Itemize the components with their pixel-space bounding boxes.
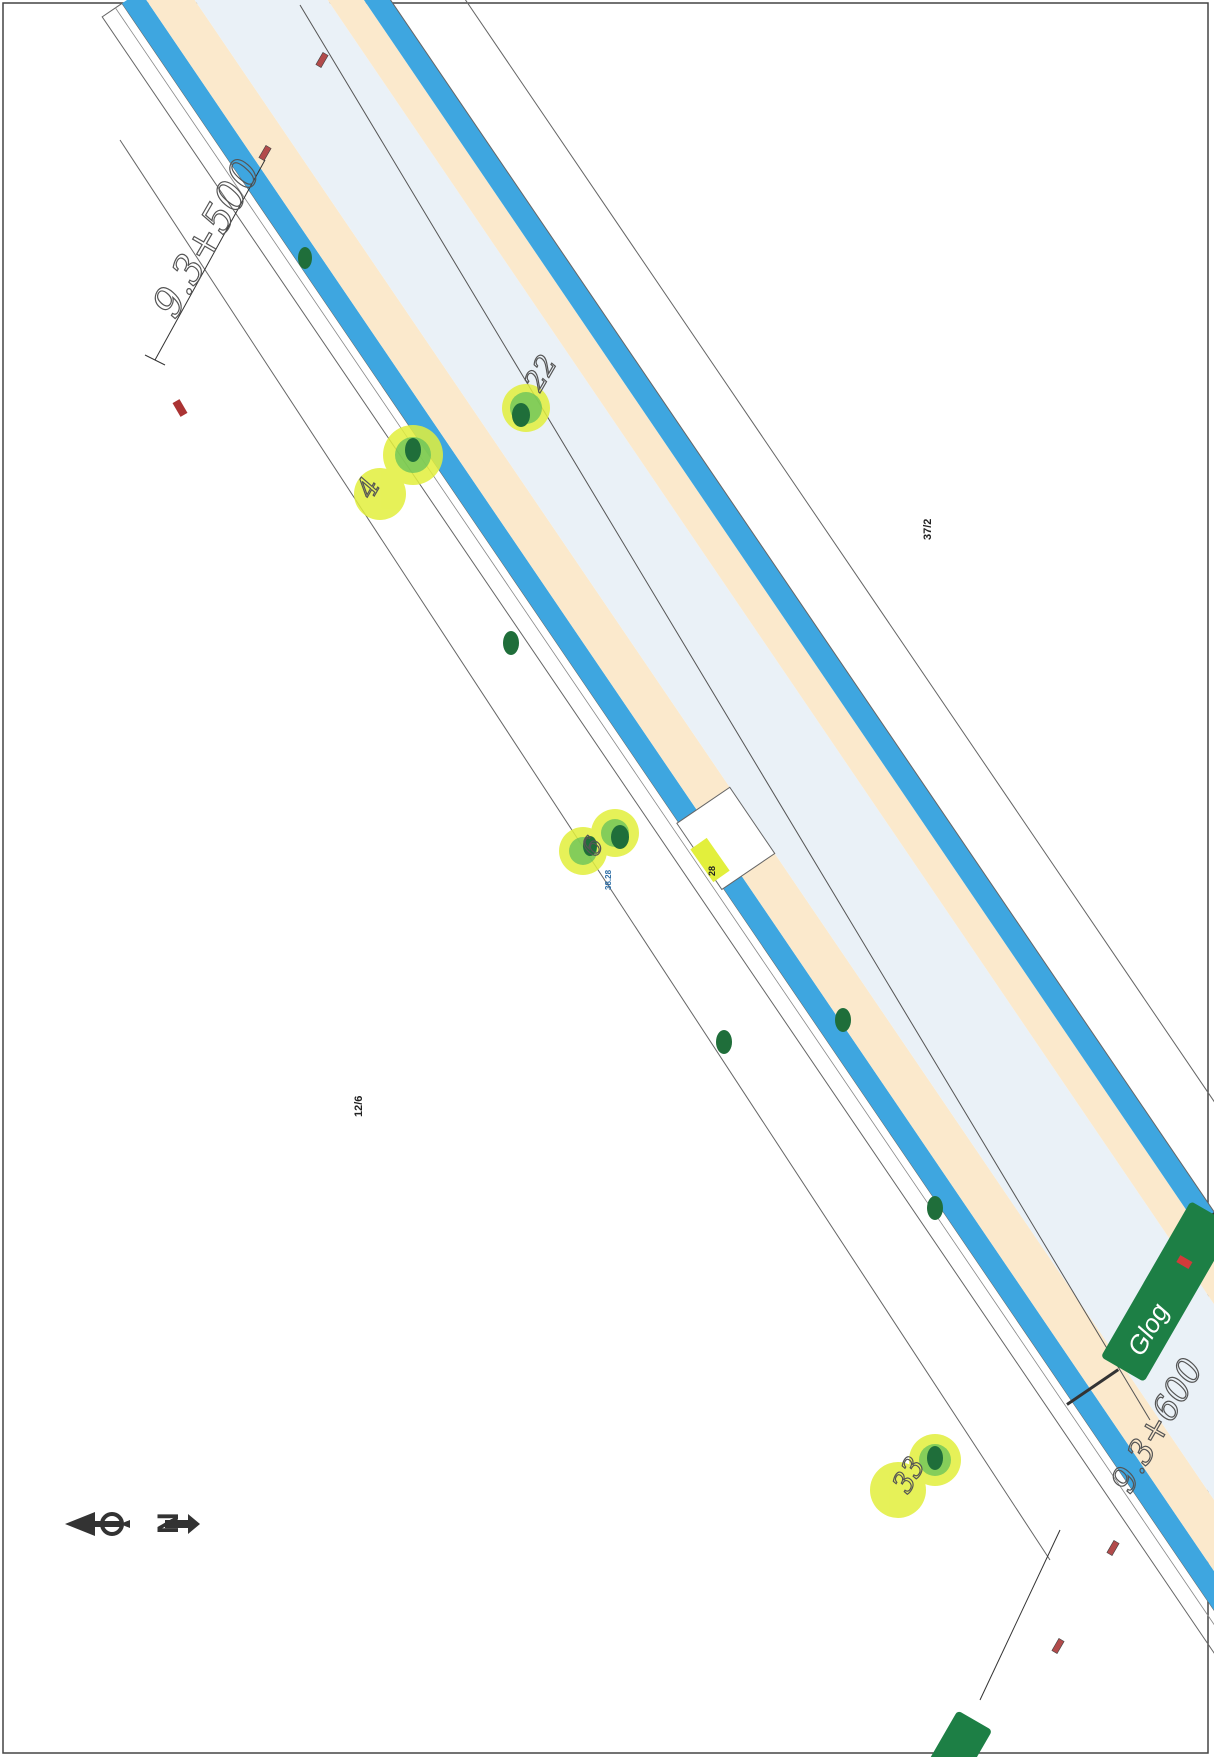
culvert-bar <box>1066 1368 1120 1406</box>
carriageway <box>173 0 1214 1731</box>
tree-icon <box>503 631 519 655</box>
tree-icon <box>611 825 629 849</box>
tree-icon <box>298 247 312 269</box>
trees <box>298 247 943 1470</box>
road-sign: Glog <box>1102 1202 1214 1381</box>
red-posts <box>258 52 1120 1654</box>
highlight-box <box>690 837 730 883</box>
tree-icon <box>512 403 530 427</box>
highlight-box-label: 28 <box>707 866 717 876</box>
north-arrow-icon <box>65 1512 200 1536</box>
tree-icon <box>835 1008 851 1032</box>
north-arrow-letter: N <box>152 1512 185 1534</box>
parcel-number-right: 37/2 <box>922 519 934 540</box>
tree-icon <box>927 1446 943 1470</box>
parcel-number-left: 12/6 <box>353 1096 365 1117</box>
tree-icon <box>927 1196 943 1220</box>
tree-icon <box>716 1030 732 1054</box>
road-mark-small: 38.28 <box>604 869 613 890</box>
tree-icon <box>405 438 421 462</box>
road-sign-bottom <box>929 1711 991 1757</box>
tree-icon <box>583 836 597 856</box>
